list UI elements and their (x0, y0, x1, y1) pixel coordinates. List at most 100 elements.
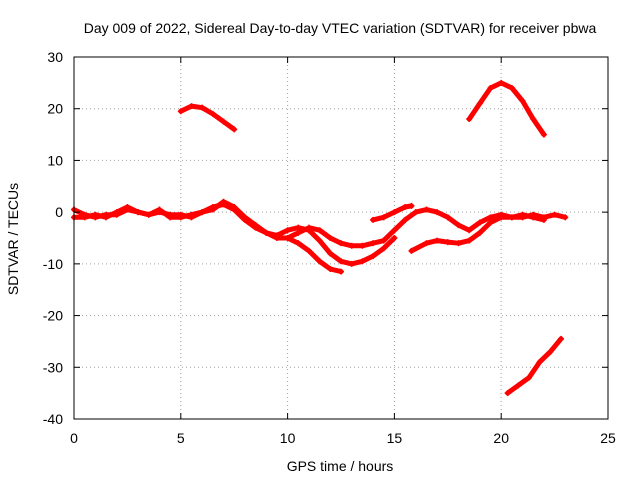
data-point (177, 108, 184, 115)
data-point (558, 335, 565, 342)
data-point (498, 79, 505, 86)
y-tick-label: 0 (55, 204, 63, 220)
data-point (455, 222, 462, 229)
y-tick-label: -40 (43, 411, 63, 427)
data-point (408, 202, 415, 209)
data-point (231, 126, 238, 133)
data-point (370, 253, 377, 260)
data-point (562, 214, 569, 221)
data-point (295, 229, 302, 236)
data-point (348, 260, 355, 267)
data-point (273, 232, 280, 239)
data-point (444, 239, 451, 246)
data-point (359, 242, 366, 249)
data-point (434, 209, 441, 216)
data-point (444, 214, 451, 221)
data-point (188, 211, 195, 218)
series-arc-7 (466, 80, 547, 138)
data-point (327, 235, 334, 241)
data-point (380, 214, 387, 221)
data-point (209, 110, 216, 117)
data-point (547, 348, 554, 355)
data-point (338, 240, 344, 247)
plot-frame (73, 56, 609, 420)
data-point (316, 237, 323, 244)
x-tick-label: 10 (280, 430, 296, 446)
data-point (338, 258, 344, 265)
data-point (295, 224, 302, 231)
data-point (466, 227, 473, 234)
data-point (209, 206, 216, 213)
data-point (156, 206, 163, 213)
data-point (316, 227, 323, 234)
frame-layer (73, 56, 609, 420)
data-point (305, 224, 312, 231)
data-point (487, 85, 494, 92)
data-point (455, 240, 462, 247)
data-point (476, 219, 483, 226)
data-point (519, 97, 526, 104)
data-point (515, 382, 522, 389)
y-tick-label: -10 (43, 256, 63, 272)
series-arc-3 (178, 103, 237, 132)
data-point (391, 209, 398, 216)
y-tick-label: -20 (43, 308, 63, 324)
data-point (220, 198, 227, 205)
data-point (408, 247, 415, 254)
data-point (338, 268, 344, 275)
data-point (231, 203, 238, 210)
y-tick-label: 10 (47, 152, 63, 168)
data-point (241, 214, 248, 221)
data-point (476, 229, 483, 236)
data-point (530, 214, 537, 221)
data-point (348, 242, 355, 249)
data-point (423, 240, 430, 247)
data-point (263, 229, 270, 236)
data-point (103, 214, 110, 221)
x-tick-label: 25 (600, 430, 616, 446)
data-point (188, 103, 195, 110)
data-point (498, 214, 505, 221)
data-point (476, 100, 483, 107)
y-tick-label: 20 (47, 101, 63, 117)
data-point (327, 266, 334, 273)
data-point (167, 214, 174, 221)
data-point (508, 85, 515, 92)
data-point (327, 250, 334, 257)
data-point (370, 240, 377, 247)
data-point (305, 247, 312, 254)
data-point (284, 235, 291, 241)
data-point (540, 131, 547, 138)
data-point (540, 216, 547, 223)
data-point (551, 211, 558, 218)
data-point (295, 240, 302, 247)
x-axis-label: GPS time / hours (287, 458, 394, 474)
series-arc-8 (505, 336, 564, 396)
tick-layer: 0 5 10 15 20 25 30 20 10 0 -10 -20 -30 -40 (43, 49, 616, 446)
data-point (466, 237, 473, 244)
data-point (145, 211, 152, 218)
data-point (252, 222, 259, 229)
data-point (412, 209, 419, 216)
data-point (530, 116, 537, 123)
data-point (391, 227, 398, 234)
data-point (423, 206, 430, 213)
data-point (519, 211, 526, 218)
x-tick-label: 5 (177, 430, 185, 446)
data-point (92, 211, 99, 218)
data-point (359, 258, 366, 265)
data-layer (71, 79, 569, 397)
data-point (199, 209, 206, 216)
data-point (487, 219, 494, 226)
data-point (316, 258, 323, 265)
data-point (487, 214, 494, 221)
data-point (284, 227, 291, 234)
data-point (466, 116, 473, 123)
x-tick-label: 15 (387, 430, 403, 446)
data-point (508, 214, 515, 221)
data-point (434, 237, 441, 244)
data-point (504, 390, 511, 397)
data-point (113, 209, 120, 216)
data-point (525, 374, 532, 381)
y-tick-label: -30 (43, 359, 63, 375)
